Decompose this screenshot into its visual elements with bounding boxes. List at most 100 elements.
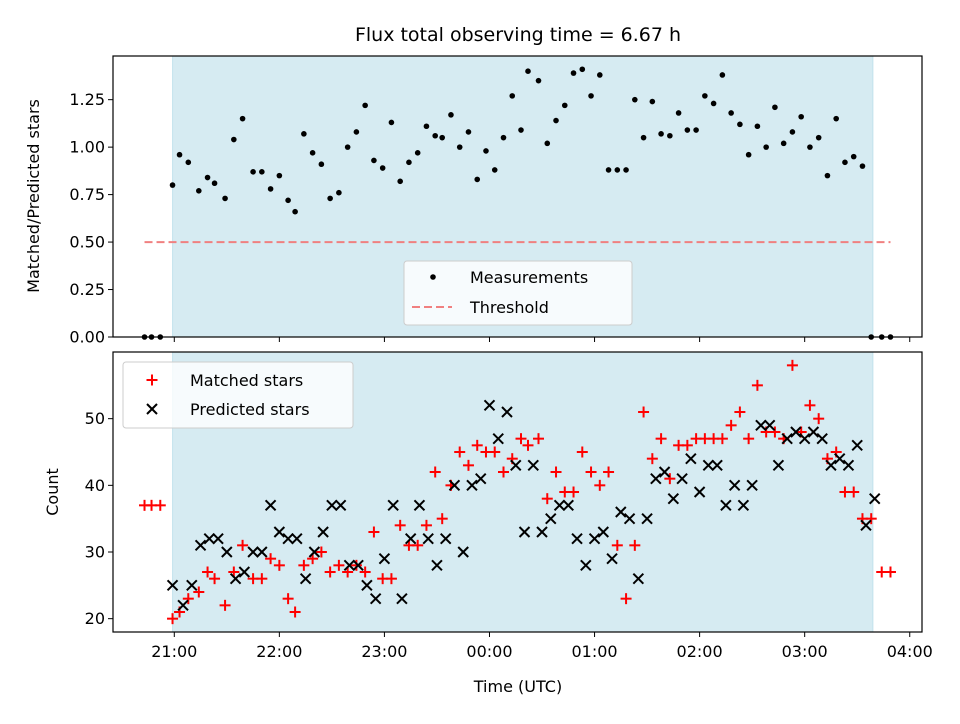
matched-star-point [209,573,221,585]
legend-threshold-label: Threshold [469,298,549,317]
cross-b [676,472,688,485]
predicted-star-point [580,559,592,572]
legend-matched-marker [146,374,158,386]
y-tick-label: 40 [85,476,105,495]
predicted-star-point [772,459,785,472]
matched-star-point [769,426,781,438]
legend-box [403,260,633,326]
cross-b [343,559,356,572]
cross-b [308,546,321,558]
measurement-point [737,121,743,128]
measurement-point [500,134,507,141]
y-tick-label: 0.00 [69,328,105,347]
measurement-point [371,157,377,164]
cross-b [772,459,785,472]
predicted-star-point [536,526,548,538]
measurement-point [728,110,734,116]
cross-b [247,546,259,558]
cross-b [737,499,750,512]
matched-star-point [629,539,641,551]
predicted-star-point [842,459,855,472]
measurement-point [632,96,638,103]
cross-b [650,472,662,485]
cross-b [685,452,697,465]
predicted-star-point [720,499,732,512]
predicted-star-point [194,539,207,552]
measurement-point [474,176,481,183]
matched-star-point [786,359,798,371]
measurement-point [754,123,761,130]
y-tick-label: 0.50 [69,233,105,252]
cross-b [615,506,627,518]
cross-b [763,419,776,432]
measurement-point [259,169,265,175]
measurement-point [745,151,752,158]
measurement-point [658,131,664,137]
cross-b [299,572,312,585]
cross-b [264,499,277,512]
y-tick-label: 20 [85,609,105,628]
measurement-point [605,167,612,173]
matched-star-point [594,479,606,491]
predicted-star-point [510,459,522,472]
measurement-point [276,172,283,179]
matched-star-point [167,613,179,625]
matched-star-point [256,573,268,585]
measurement-point [379,165,386,171]
y-tick-label: 0.25 [69,280,105,299]
predicted-star-point [833,452,846,465]
matched-star-point [804,399,816,411]
predicted-star-point [553,499,566,512]
predicted-star-point [597,526,610,538]
matched-star-point [368,526,380,538]
cross-b [273,526,286,538]
measurement-point [640,134,647,141]
cross-b [177,599,189,612]
matched-star-point [533,433,545,445]
cross-b [413,499,426,512]
matched-star-point [743,433,755,445]
cross-b [422,532,434,545]
predicted-star-point [378,552,391,565]
cross-b [387,499,399,512]
cross-b [203,532,216,545]
predicted-star-point [422,532,434,545]
x-tick-label: 04:00 [887,642,933,661]
measurement-point [211,180,218,187]
matched-star-point [282,593,294,605]
top-y-axis-label: Matched/Predicted stars [24,99,43,293]
predicted-star-point [352,559,364,572]
measurement-point [336,189,342,196]
measurement-point [535,77,542,84]
cross-b [869,492,881,505]
predicted-star-point [291,532,303,545]
predicted-star-point [299,572,312,585]
measurement-point [406,159,412,166]
top-plot-frame [112,55,923,338]
measurement-point [285,197,291,204]
measurement-point [553,117,559,124]
predicted-star-point [326,499,338,512]
measurement-point [597,72,603,78]
measurement-point [702,93,708,99]
measurement-point [544,140,551,147]
matched-star-point [219,599,231,611]
measurement-point [859,163,866,169]
predicted-star-point [431,559,443,572]
measurement-point [824,172,831,179]
cross-b [833,452,846,465]
measurement-point [423,123,430,130]
predicted-star-point [317,526,329,538]
predicted-star-point [439,532,452,545]
cross-b [396,592,408,605]
predicted-star-point [693,486,706,498]
matched-star-point [436,513,448,525]
cross-b [580,559,592,572]
measurement-point [588,93,594,99]
cross-b [448,479,461,492]
matched-star-point [541,493,553,505]
cross-b [807,426,820,438]
measurement-point [483,148,489,154]
matched-star-point [681,439,693,451]
